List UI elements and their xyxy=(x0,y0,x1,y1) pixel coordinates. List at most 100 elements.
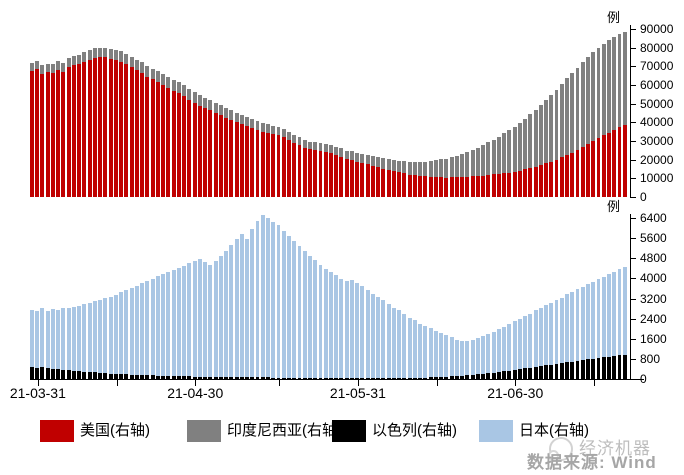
bar-japan xyxy=(502,327,507,372)
bar-israel xyxy=(496,372,501,379)
bar-israel xyxy=(465,375,470,379)
bar-indonesia xyxy=(402,161,407,174)
bar-indonesia xyxy=(140,62,145,73)
bar-israel xyxy=(56,369,61,379)
bar-israel xyxy=(528,367,533,379)
bar-us xyxy=(213,113,218,197)
bar-japan xyxy=(266,217,270,378)
bar-japan xyxy=(465,340,470,376)
bar-indonesia xyxy=(166,76,171,88)
bar-israel xyxy=(376,378,381,379)
bar-japan xyxy=(344,281,349,379)
bar-israel xyxy=(617,355,622,379)
bar-japan xyxy=(460,340,465,376)
bar-us xyxy=(507,172,512,197)
bar-japan xyxy=(218,256,223,377)
bar-indonesia xyxy=(260,122,265,132)
bar-japan xyxy=(229,245,234,378)
x-tick xyxy=(37,380,39,386)
bar-us xyxy=(460,177,465,197)
bar-israel xyxy=(87,372,92,379)
bar-israel xyxy=(276,377,281,379)
bar-japan xyxy=(271,221,276,378)
bar-us xyxy=(344,158,349,197)
bar-israel xyxy=(176,376,181,379)
bar-israel xyxy=(66,370,71,379)
bar-us xyxy=(297,144,302,197)
bar-indonesia xyxy=(454,155,459,178)
bottom-y-tick-label: 2400 xyxy=(640,311,667,326)
bar-us xyxy=(129,67,134,197)
bottom-y-tick xyxy=(630,318,636,320)
bar-israel xyxy=(192,376,197,379)
bar-indonesia xyxy=(119,51,124,62)
bar-indonesia xyxy=(50,63,55,73)
bar-israel xyxy=(77,371,82,379)
top-y-tick xyxy=(630,197,636,198)
bar-indonesia xyxy=(339,148,344,157)
bar-us xyxy=(475,176,480,197)
bar-israel xyxy=(349,378,354,379)
bar-israel xyxy=(250,377,255,379)
bar-japan xyxy=(397,310,402,379)
bar-us xyxy=(575,149,580,197)
bar-us xyxy=(87,59,92,197)
bar-indonesia xyxy=(45,63,50,72)
bar-israel xyxy=(507,370,512,379)
bottom-y-tick-label: 3200 xyxy=(640,291,667,306)
bottom-y-tick xyxy=(630,278,636,280)
top-y-tick-label: 90000 xyxy=(640,22,674,36)
bar-israel xyxy=(538,366,543,379)
bar-japan xyxy=(197,258,202,377)
bar-japan xyxy=(281,230,286,378)
bar-japan xyxy=(470,339,475,375)
bar-us xyxy=(407,174,412,197)
bar-us xyxy=(50,72,55,197)
bar-indonesia xyxy=(239,114,244,125)
bar-us xyxy=(155,82,160,197)
bar-us xyxy=(166,87,171,197)
bar-japan xyxy=(245,238,249,378)
bar-us xyxy=(140,72,145,197)
bar-israel xyxy=(554,363,559,379)
bar-indonesia xyxy=(533,109,538,167)
top-y-tick-label: 30000 xyxy=(640,134,674,148)
bar-japan xyxy=(108,296,113,374)
bar-israel xyxy=(612,355,617,379)
bar-israel xyxy=(491,372,496,379)
bar-us xyxy=(397,172,402,197)
bar-israel xyxy=(433,377,438,379)
bar-indonesia xyxy=(397,160,402,173)
bar-japan xyxy=(140,283,145,376)
bar-us xyxy=(250,127,255,197)
bar-us xyxy=(454,177,459,197)
bar-indonesia xyxy=(365,155,370,165)
bar-japan xyxy=(192,260,197,377)
bar-israel xyxy=(50,368,55,379)
bar-japan xyxy=(155,276,160,376)
bar-japan xyxy=(439,332,444,377)
x-tick xyxy=(593,380,595,386)
bar-indonesia xyxy=(381,158,386,169)
bar-japan xyxy=(297,245,302,378)
bar-israel xyxy=(533,366,538,379)
bar-indonesia xyxy=(234,113,239,123)
bar-indonesia xyxy=(391,160,396,172)
bar-us xyxy=(113,59,118,197)
bar-us xyxy=(559,157,564,197)
bar-us xyxy=(266,132,270,197)
bar-indonesia xyxy=(276,127,281,136)
bar-japan xyxy=(103,297,108,374)
bar-indonesia xyxy=(171,79,176,91)
legend-swatch-us xyxy=(40,420,74,442)
bar-israel xyxy=(35,367,40,379)
bar-us xyxy=(134,70,139,197)
bar-indonesia xyxy=(108,48,113,59)
bar-indonesia xyxy=(87,50,92,60)
bar-japan xyxy=(150,278,155,376)
top-y-tick xyxy=(630,141,636,142)
x-tick xyxy=(116,380,118,386)
bar-japan xyxy=(313,259,318,378)
